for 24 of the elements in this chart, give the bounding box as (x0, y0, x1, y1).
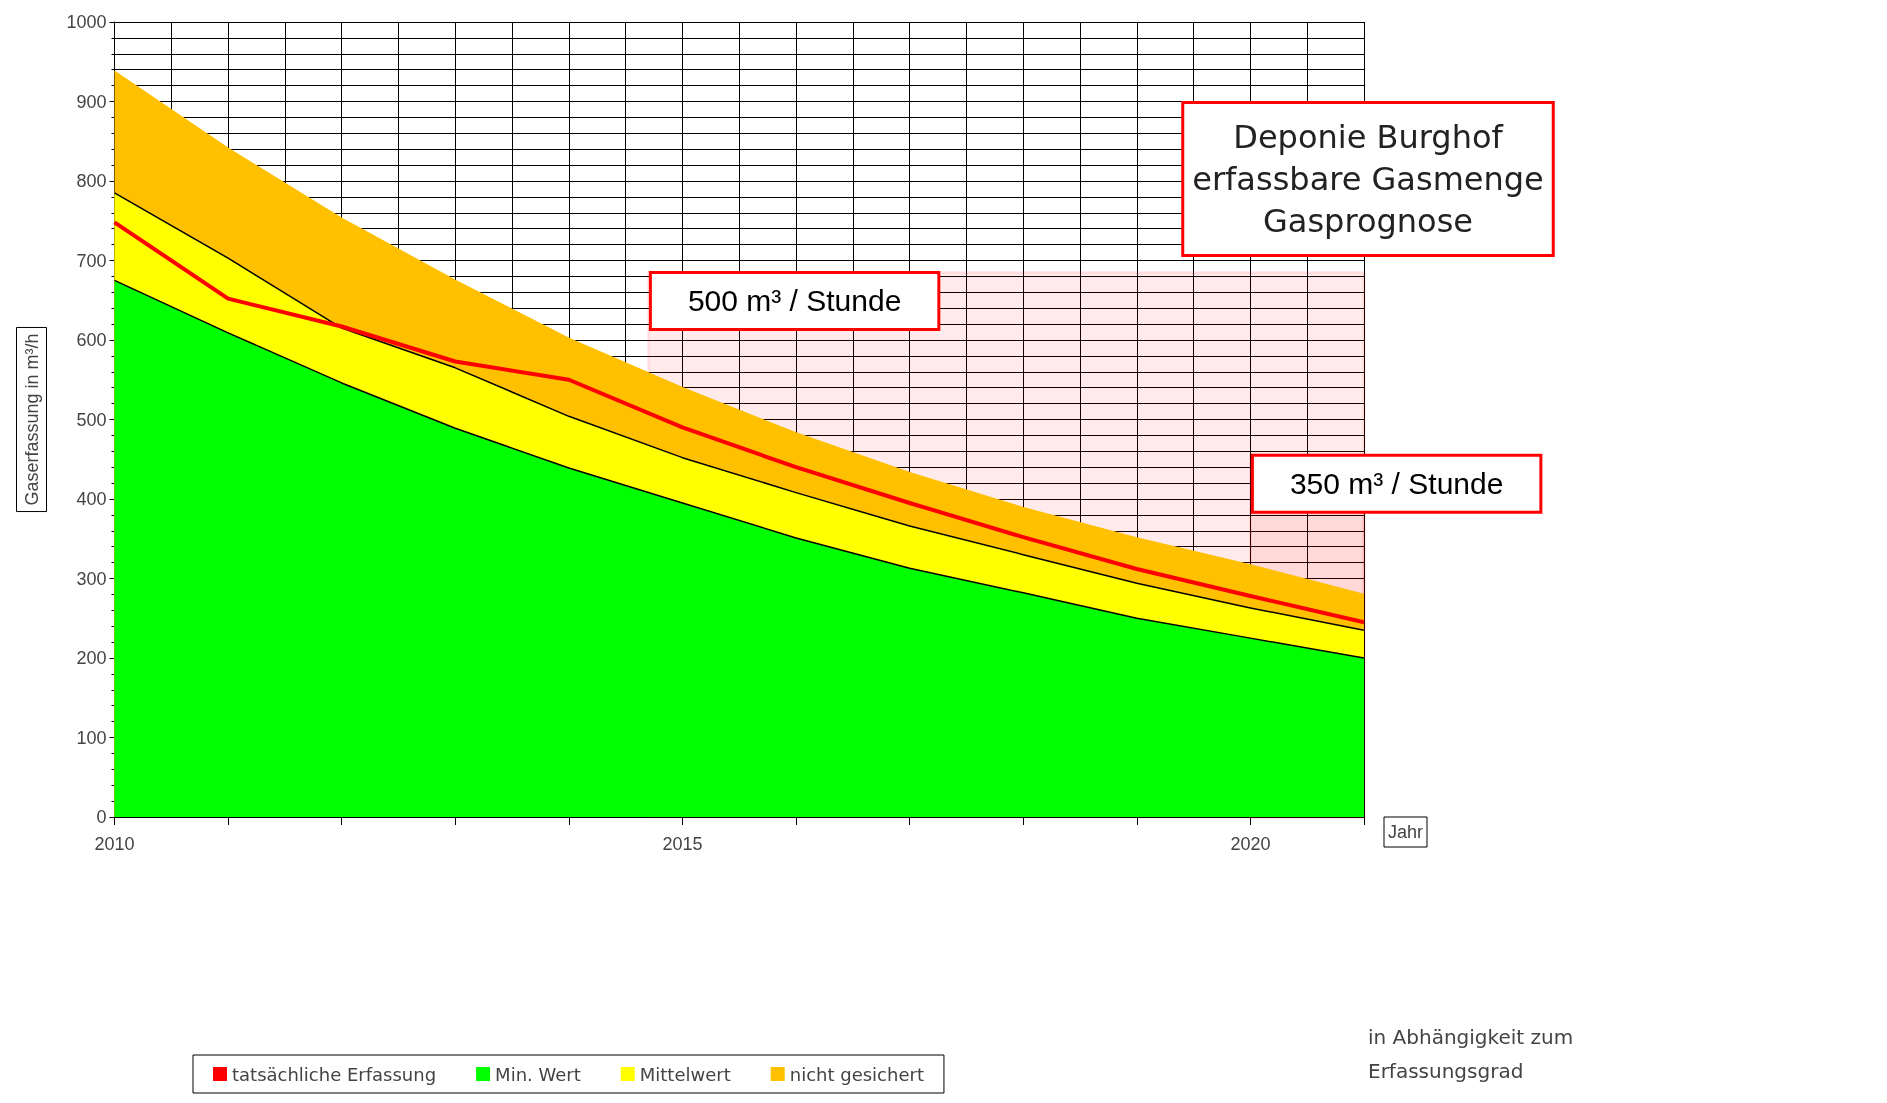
band-label: 500 m³ / Stunde (687, 284, 902, 318)
y-tick-label: 100 (76, 727, 107, 748)
legend-label: nicht gesichert (789, 1063, 924, 1085)
x-tick-label: 2010 (94, 834, 135, 854)
y-tick-label: 700 (76, 250, 107, 271)
text: in Abhängigkeit zum Erfassungsgrad (1368, 1025, 1580, 1083)
x-tick-label: 2020 (1230, 834, 1271, 854)
y-tick-label: 200 (76, 648, 107, 668)
legend-label: tatsächliche Erfassung (232, 1063, 437, 1085)
y-tick-label: 0 (96, 807, 107, 827)
y-tick-label: 300 (76, 568, 107, 589)
y-tick-label: 900 (76, 91, 107, 112)
y-tick-label: 400 (76, 489, 107, 509)
y-tick-label: 1000 (66, 12, 107, 32)
band-label: 350 m³ / Stunde (1289, 467, 1504, 501)
y-tick-label: 600 (76, 330, 107, 350)
y-axis-title: Gaserfassung in m³/h (21, 333, 42, 506)
legend-label: Mittelwert (639, 1063, 731, 1085)
y-tick-label: 500 (76, 409, 107, 430)
legend-label: Min. Wert (495, 1063, 581, 1085)
x-axis-title: Jahr (1388, 822, 1424, 842)
y-tick-label: 800 (76, 171, 107, 191)
x-tick-label: 2015 (662, 834, 703, 854)
annotation: Deponie Burghof erfassbare Gasmenge Gasprognose (1192, 118, 1544, 240)
